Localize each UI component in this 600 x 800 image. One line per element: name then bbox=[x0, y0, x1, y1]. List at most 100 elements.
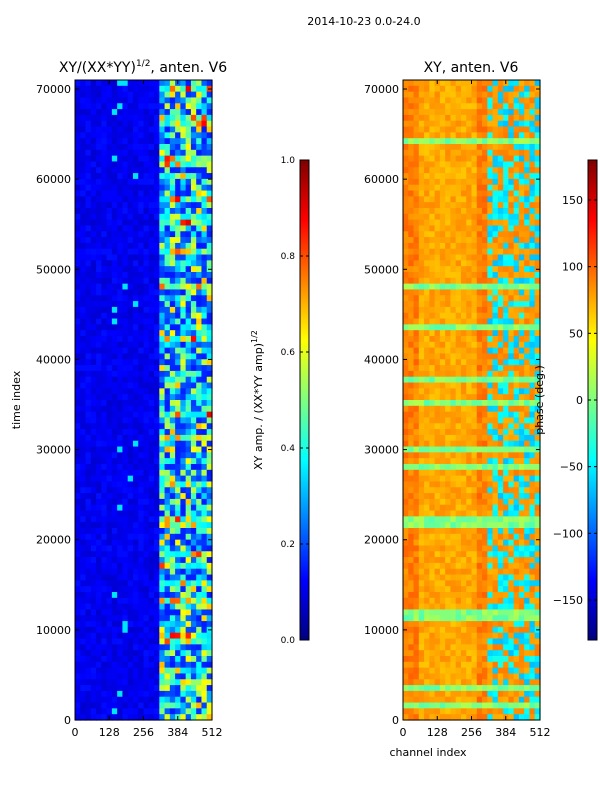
heatmap-cell bbox=[434, 510, 441, 517]
heatmap-cell bbox=[482, 528, 488, 535]
heatmap-cell bbox=[117, 208, 124, 215]
heatmap-cell bbox=[122, 557, 129, 564]
heatmap-cell bbox=[201, 446, 208, 453]
heatmap-cell bbox=[90, 330, 97, 337]
heatmap-cell bbox=[482, 126, 488, 133]
heatmap-cell bbox=[111, 376, 118, 384]
heatmap-cell bbox=[524, 97, 531, 104]
heatmap-cell bbox=[132, 632, 139, 640]
heatmap-cell bbox=[487, 138, 494, 145]
heatmap-cell bbox=[169, 423, 176, 430]
heatmap-cell bbox=[206, 359, 213, 366]
heatmap-cell bbox=[513, 178, 520, 186]
heatmap-cell bbox=[185, 592, 192, 599]
heatmap-cell bbox=[111, 667, 118, 675]
heatmap-cell bbox=[413, 440, 420, 448]
heatmap-cell bbox=[90, 196, 97, 203]
heatmap-cell bbox=[96, 632, 102, 640]
heatmap-cell bbox=[96, 126, 102, 133]
heatmap-cell bbox=[497, 272, 504, 279]
heatmap-cell bbox=[90, 109, 97, 116]
heatmap-cell bbox=[122, 85, 129, 93]
heatmap-cell bbox=[143, 708, 150, 715]
heatmap-cell bbox=[169, 690, 176, 698]
heatmap-cell bbox=[206, 330, 213, 337]
heatmap-cell bbox=[460, 312, 467, 320]
heatmap-cell bbox=[206, 190, 213, 197]
heatmap-cell bbox=[201, 260, 208, 267]
heatmap-cell bbox=[482, 388, 488, 395]
heatmap-cell bbox=[429, 202, 436, 209]
heatmap-cell bbox=[117, 510, 124, 517]
heatmap-cell bbox=[466, 516, 473, 523]
heatmap-cell bbox=[466, 91, 473, 99]
heatmap-cell bbox=[148, 237, 155, 244]
heatmap-cell bbox=[85, 155, 92, 163]
heatmap-cell bbox=[90, 144, 97, 151]
heatmap-cell bbox=[101, 475, 108, 483]
heatmap-cell bbox=[159, 254, 166, 261]
heatmap-cell bbox=[196, 336, 203, 343]
heatmap-cell bbox=[106, 650, 113, 657]
heatmap-cell bbox=[529, 336, 536, 343]
heatmap-cell bbox=[143, 370, 150, 378]
heatmap-cell bbox=[497, 429, 504, 436]
heatmap-cell bbox=[476, 91, 483, 99]
heatmap-cell bbox=[143, 638, 150, 645]
heatmap-cell bbox=[122, 173, 129, 180]
heatmap-cell bbox=[434, 417, 441, 424]
heatmap-cell bbox=[138, 260, 145, 267]
heatmap-cell bbox=[90, 85, 97, 93]
heatmap-cell bbox=[111, 85, 118, 93]
heatmap-cell bbox=[445, 196, 452, 203]
heatmap-cell bbox=[122, 109, 129, 116]
heatmap-cell bbox=[90, 219, 97, 227]
heatmap-cell bbox=[429, 347, 436, 355]
heatmap-cell bbox=[90, 464, 97, 471]
heatmap-cell bbox=[154, 458, 160, 465]
heatmap-cell bbox=[201, 434, 208, 442]
heatmap-cell bbox=[201, 452, 208, 459]
heatmap-cell bbox=[471, 242, 478, 250]
heatmap-cell bbox=[122, 714, 129, 721]
heatmap-cell bbox=[138, 336, 145, 343]
heatmap-cell bbox=[487, 336, 494, 343]
heatmap-cell bbox=[418, 103, 425, 110]
heatmap-cell bbox=[482, 149, 488, 157]
heatmap-cell bbox=[132, 708, 139, 715]
heatmap-cell bbox=[190, 289, 197, 296]
heatmap-cell bbox=[132, 516, 139, 523]
heatmap-cell bbox=[180, 161, 187, 168]
heatmap-cell bbox=[80, 638, 87, 645]
heatmap-cell bbox=[508, 289, 515, 296]
heatmap-cell bbox=[143, 458, 150, 465]
heatmap-cell bbox=[492, 516, 499, 523]
heatmap-cell bbox=[117, 149, 124, 157]
heatmap-cell bbox=[159, 551, 166, 558]
heatmap-cell bbox=[132, 405, 139, 413]
heatmap-cell bbox=[90, 621, 97, 628]
heatmap-cell bbox=[148, 679, 155, 686]
heatmap-cell bbox=[138, 621, 145, 628]
heatmap-cell bbox=[117, 458, 124, 465]
heatmap-cell bbox=[175, 673, 181, 680]
heatmap-cell bbox=[185, 650, 192, 657]
heatmap-cell bbox=[492, 196, 499, 203]
heatmap-cell bbox=[127, 400, 134, 407]
heatmap-cell bbox=[101, 155, 108, 163]
heatmap-cell bbox=[154, 178, 160, 186]
heatmap-cell bbox=[85, 260, 92, 267]
heatmap-cell bbox=[445, 411, 452, 419]
heatmap-cell bbox=[503, 289, 509, 296]
heatmap-cell bbox=[513, 184, 520, 192]
heatmap-cell bbox=[508, 487, 515, 494]
heatmap-cell bbox=[201, 359, 208, 366]
heatmap-cell bbox=[201, 504, 208, 512]
heatmap-cell bbox=[164, 696, 171, 704]
heatmap-cell bbox=[85, 562, 92, 570]
heatmap-cell bbox=[529, 347, 536, 355]
heatmap-cell bbox=[117, 173, 124, 180]
heatmap-cell bbox=[190, 469, 197, 477]
heatmap-cell bbox=[487, 173, 494, 180]
heatmap-cell bbox=[460, 411, 467, 419]
